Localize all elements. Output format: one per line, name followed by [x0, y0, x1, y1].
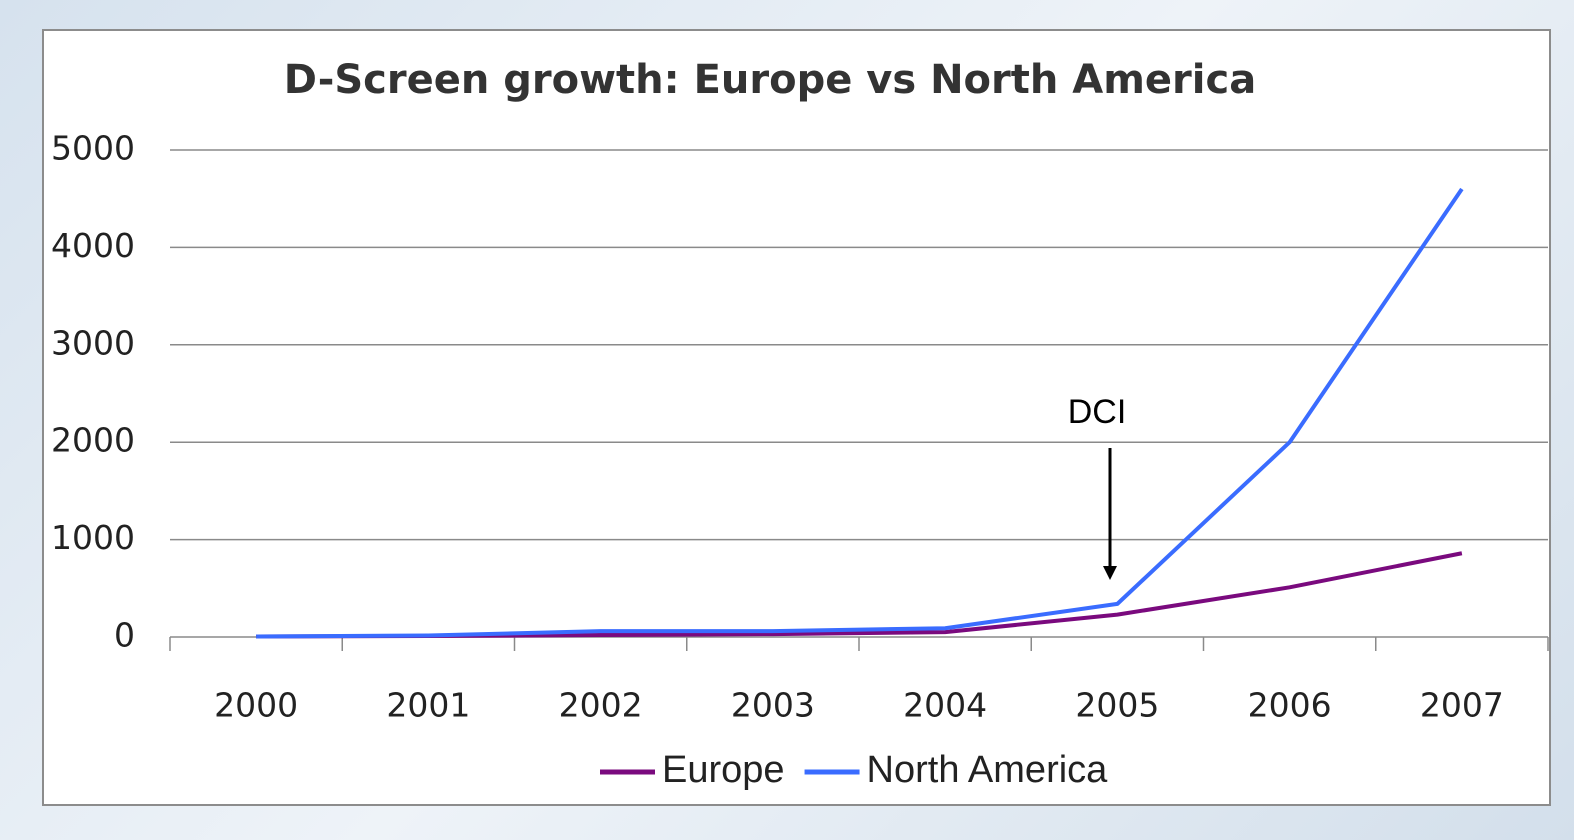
y-tick-label: 4000 [51, 226, 135, 265]
x-tick-label: 2004 [903, 686, 987, 725]
x-tick-label: 2003 [731, 686, 815, 725]
plot: 0 1000 2000 3000 4000 5000 2000 2001 2002 2003 200… [51, 129, 1549, 791]
legend-label: Europe [662, 749, 785, 791]
annotation-arrowhead [1103, 566, 1117, 580]
x-tick-label: 2007 [1420, 686, 1504, 725]
x-tick-label: 2002 [559, 686, 643, 725]
x-tick-label: 2005 [1075, 686, 1159, 725]
x-tick-label: 2001 [386, 686, 470, 725]
y-tick-label: 2000 [51, 421, 135, 460]
annotation: DCI [1068, 393, 1127, 431]
y-tick-label: 0 [114, 616, 135, 655]
chart-frame [42, 29, 1551, 806]
x-tick-label: 2000 [214, 686, 298, 725]
y-tick-label: 1000 [51, 518, 135, 557]
series-line [256, 187, 1464, 639]
y-tick-label: 3000 [51, 323, 135, 362]
y-tick-label: 5000 [51, 129, 135, 168]
chart-title: D-Screen growth: Europe vs North America [284, 57, 1256, 103]
x-tick-label: 2006 [1248, 686, 1332, 725]
legend-label: North America [867, 749, 1109, 791]
